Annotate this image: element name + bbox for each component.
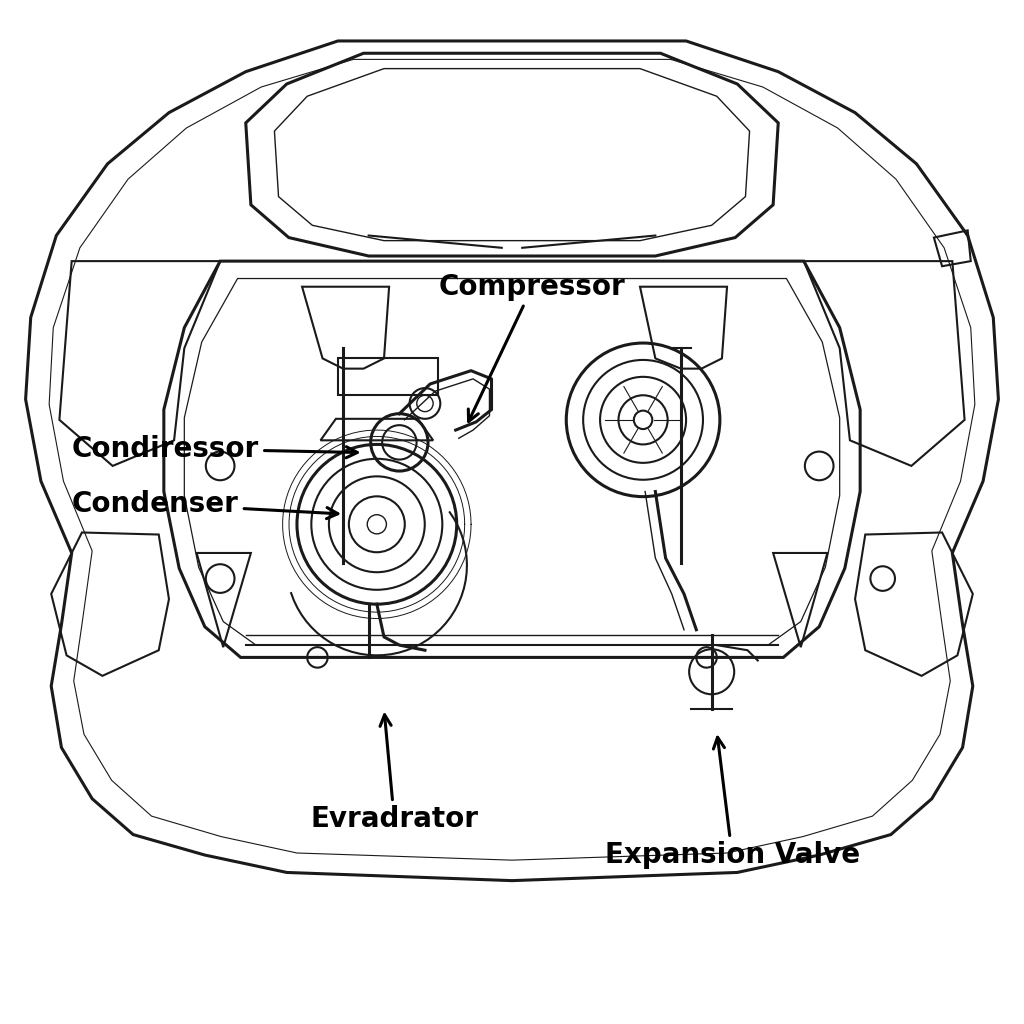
Text: Condenser: Condenser: [72, 489, 338, 519]
Text: Compressor: Compressor: [439, 272, 626, 422]
Text: Expansion Valve: Expansion Valve: [604, 737, 860, 869]
Text: Evradrator: Evradrator: [310, 715, 478, 834]
Text: Condiressor: Condiressor: [72, 434, 357, 463]
